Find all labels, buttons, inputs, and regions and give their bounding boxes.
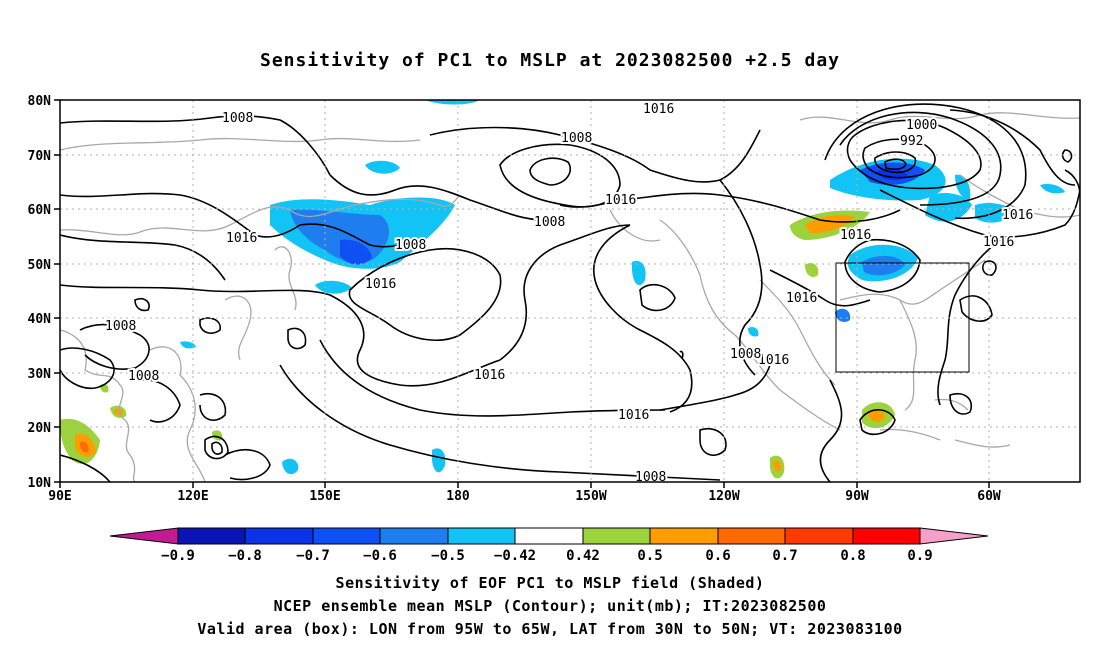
lat-label: 30N xyxy=(28,367,52,382)
contour-label: 1016 xyxy=(983,235,1014,250)
colorbar-cell xyxy=(852,527,921,545)
colorbar xyxy=(109,527,989,545)
contour-label: 1008 xyxy=(105,319,136,334)
colorbar-cell xyxy=(514,527,584,545)
mslp-contours xyxy=(60,103,1080,482)
lon-label: 120W xyxy=(708,489,739,504)
lon-label: 60W xyxy=(977,489,1001,504)
contour-label: 1008 xyxy=(730,347,761,362)
contour-label: 1008 xyxy=(561,131,592,146)
colorbar-label: −0.7 xyxy=(296,548,330,564)
footer-line-1: Sensitivity of EOF PC1 to MSLP field (Sh… xyxy=(335,574,765,592)
lon-label: 150E xyxy=(309,489,340,504)
colorbar-cell xyxy=(244,527,314,545)
contour-label: 1016 xyxy=(786,291,817,306)
page-title: Sensitivity of PC1 to MSLP at 2023082500… xyxy=(259,50,840,71)
colorbar-cell xyxy=(312,527,381,545)
colorbar-label: −0.8 xyxy=(228,548,262,564)
contour-label: 1000 xyxy=(906,118,937,133)
colorbar-label: 0.8 xyxy=(840,548,865,564)
lat-label: 70N xyxy=(28,149,52,164)
colorbar-label: −0.9 xyxy=(161,548,195,564)
lon-label: 150W xyxy=(575,489,606,504)
lat-label: 60N xyxy=(28,203,52,218)
colorbar-cell xyxy=(717,527,786,545)
lat-label: 80N xyxy=(28,94,52,109)
lon-label: 90W xyxy=(845,489,869,504)
contour-labels: 1008 1016 1008 1016 1008 1016 1008 1008 … xyxy=(103,100,1035,485)
lon-label: 180 xyxy=(446,489,470,504)
colorbar-label: −0.42 xyxy=(494,548,536,564)
contour-label: 1016 xyxy=(643,102,674,117)
lat-label: 40N xyxy=(28,312,52,327)
latitude-labels: 80N 70N 60N 50N 40N 30N 20N 10N xyxy=(28,94,52,491)
colorbar-label: −0.6 xyxy=(363,548,397,564)
lon-label: 90E xyxy=(48,489,71,504)
colorbar-labels: −0.9 −0.8 −0.7 −0.6 −0.5 −0.42 0.42 0.5 … xyxy=(161,548,933,564)
colorbar-end-low xyxy=(109,527,179,545)
contour-label: 992 xyxy=(900,134,923,149)
colorbar-cell xyxy=(177,527,246,545)
contour-label: 1008 xyxy=(635,470,666,485)
contour-label: 1008 xyxy=(128,369,159,384)
contour-label: 1008 xyxy=(222,111,253,126)
contour-label: 1016 xyxy=(365,277,396,292)
colorbar-label: 0.42 xyxy=(566,548,600,564)
footer-line-2: NCEP ensemble mean MSLP (Contour); unit(… xyxy=(273,597,827,615)
grid-lines xyxy=(60,100,1080,482)
colorbar-label: −0.5 xyxy=(431,548,465,564)
plot-frame xyxy=(59,99,1081,483)
contour-label: 1008 xyxy=(395,238,426,253)
colorbar-cell xyxy=(447,527,516,545)
longitude-labels: 90E 120E 150E 180 150W 120W 90W 60W xyxy=(48,489,1001,504)
contour-label: 1008 xyxy=(534,215,565,230)
contour-label: 1016 xyxy=(605,193,636,208)
colorbar-cell xyxy=(649,527,719,545)
lat-label: 10N xyxy=(28,476,52,491)
contour-label: 1016 xyxy=(1002,208,1033,223)
lon-label: 120E xyxy=(177,489,208,504)
colorbar-end-high xyxy=(919,527,989,545)
contour-label: 1016 xyxy=(226,231,257,246)
colorbar-label: 0.5 xyxy=(637,548,662,564)
colorbar-label: 0.6 xyxy=(705,548,730,564)
coastlines xyxy=(60,112,1080,482)
colorbar-cell xyxy=(582,527,651,545)
contour-label: 1016 xyxy=(618,408,649,423)
contour-label: 1016 xyxy=(840,228,871,243)
colorbar-label: 0.7 xyxy=(772,548,797,564)
lat-label: 20N xyxy=(28,421,52,436)
footer-line-3: Valid area (box): LON from 95W to 65W, L… xyxy=(197,620,903,638)
colorbar-label: 0.9 xyxy=(907,548,932,564)
contour-label: 1016 xyxy=(758,353,789,368)
lat-label: 50N xyxy=(28,258,52,273)
colorbar-cell xyxy=(784,527,854,545)
contour-label: 1016 xyxy=(474,368,505,383)
colorbar-cell xyxy=(379,527,449,545)
tick-marks xyxy=(54,99,990,488)
